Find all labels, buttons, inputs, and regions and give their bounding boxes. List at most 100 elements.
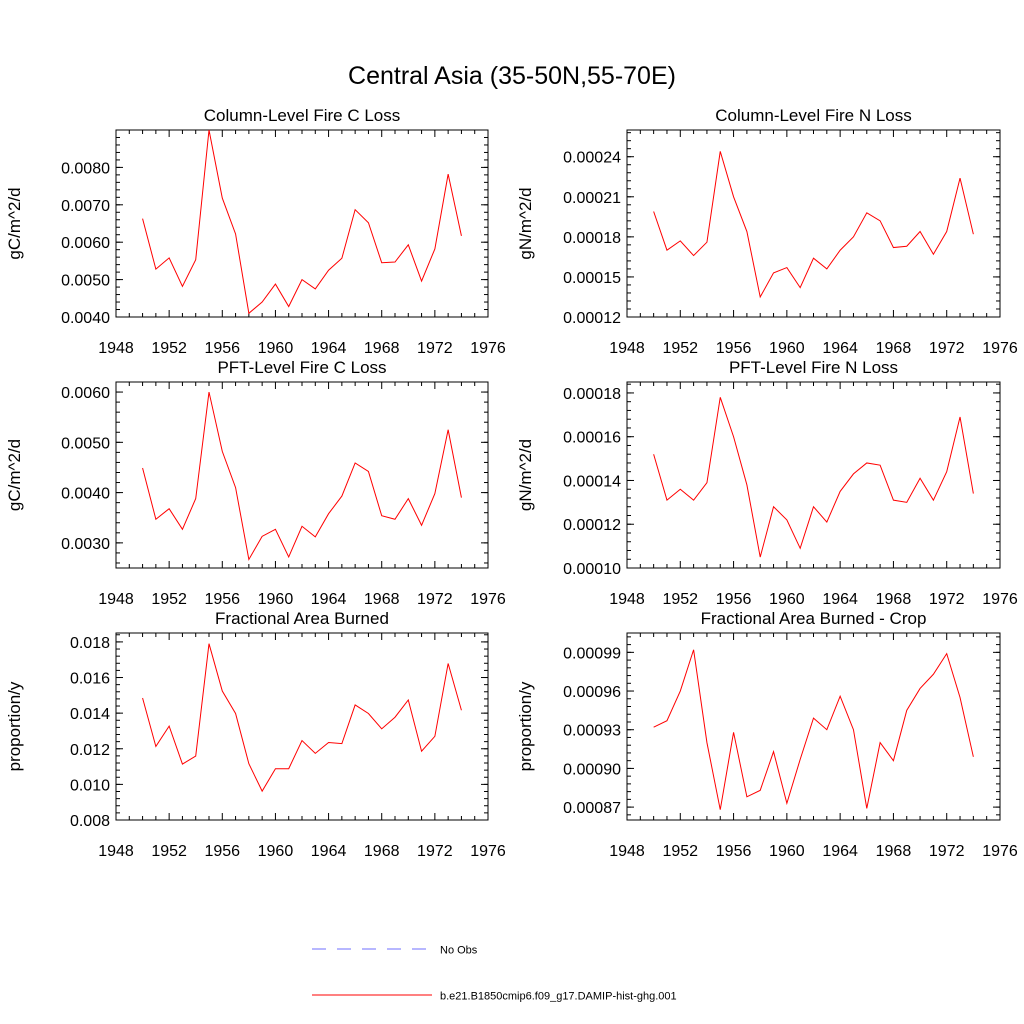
x-tick-label: 1976 (982, 340, 1018, 357)
chart-panel-6: Fractional Area Burned - Crop proportion/… (516, 609, 1018, 860)
series-line (142, 643, 462, 793)
x-tick-label: 1952 (662, 591, 698, 608)
y-tick-label: 0.0050 (61, 435, 110, 452)
series-line (653, 397, 974, 558)
x-tick-label: 1960 (258, 591, 294, 608)
panel-title: Column-Level Fire C Loss (204, 106, 401, 125)
series-line (653, 649, 974, 810)
y-tick-label: 0.00099 (563, 645, 621, 662)
x-tick-label: 1956 (204, 591, 240, 608)
x-tick-label: 1948 (609, 843, 645, 860)
y-tick-label: 0.00010 (563, 561, 621, 578)
x-tick-label: 1956 (204, 843, 240, 860)
x-tick-label: 1972 (417, 340, 453, 357)
x-tick-label: 1948 (98, 591, 134, 608)
y-tick-label: 0.0040 (61, 486, 110, 503)
x-tick-label: 1968 (876, 591, 912, 608)
panel-title: PFT-Level Fire C Loss (217, 358, 386, 377)
panel-title: Fractional Area Burned - Crop (701, 609, 927, 628)
y-tick-label: 0.010 (70, 777, 110, 794)
y-tick-label: 0.014 (70, 706, 110, 723)
y-tick-label: 0.00096 (563, 684, 621, 701)
y-tick-label: 0.0060 (61, 235, 110, 252)
chart-panel-2: Column-Level Fire N Loss gN/m^2/d 1948 1952… (516, 106, 1018, 357)
y-axis-label: gN/m^2/d (516, 187, 535, 259)
y-tick-label: 0.0040 (61, 310, 110, 327)
x-tick-label: 1964 (311, 591, 347, 608)
panel-title: Fractional Area Burned (215, 609, 389, 628)
y-tick-label: 0.018 (70, 635, 110, 652)
x-tick-label: 1952 (151, 843, 187, 860)
y-tick-label: 0.008 (70, 813, 110, 830)
x-tick-label: 1972 (417, 591, 453, 608)
y-tick-label: 0.0030 (61, 536, 110, 553)
figure-title: Central Asia (35-50N,55-70E) (348, 62, 676, 90)
x-tick-label: 1964 (311, 340, 347, 357)
x-tick-label: 1960 (258, 340, 294, 357)
x-tick-label: 1952 (662, 843, 698, 860)
x-tick-label: 1948 (98, 843, 134, 860)
y-tick-label: 0.0080 (61, 160, 110, 177)
x-tick-label: 1972 (929, 591, 965, 608)
x-tick-label: 1956 (716, 591, 752, 608)
legend-model-label: b.e21.B1850cmip6.f09_g17.DAMIP-hist-ghg.… (440, 991, 677, 1003)
y-tick-label: 0.00024 (563, 150, 621, 167)
x-tick-label: 1956 (716, 843, 752, 860)
x-tick-label: 1948 (609, 591, 645, 608)
x-tick-label: 1956 (204, 340, 240, 357)
x-tick-label: 1976 (982, 843, 1018, 860)
chart-panel-4: PFT-Level Fire N Loss gN/m^2/d 1948 1952 195… (516, 358, 1018, 608)
series-line (142, 391, 462, 561)
x-tick-label: 1964 (822, 591, 858, 608)
legend-obs-label: No Obs (440, 945, 478, 957)
x-tick-label: 1976 (470, 591, 506, 608)
y-tick-label: 0.00015 (563, 270, 621, 287)
y-tick-label: 0.00012 (563, 310, 621, 327)
x-tick-label: 1972 (929, 843, 965, 860)
x-tick-label: 1964 (311, 843, 347, 860)
x-tick-label: 1968 (364, 843, 400, 860)
panel-title: PFT-Level Fire N Loss (729, 358, 898, 377)
x-tick-label: 1960 (769, 843, 805, 860)
y-tick-label: 0.0070 (61, 198, 110, 215)
x-tick-label: 1960 (769, 591, 805, 608)
x-tick-label: 1968 (876, 843, 912, 860)
x-tick-label: 1976 (470, 340, 506, 357)
x-tick-label: 1948 (609, 340, 645, 357)
y-tick-label: 0.00014 (563, 473, 621, 490)
chart-panel-5: Fractional Area Burned proportion/y 1948 19… (5, 609, 506, 860)
y-tick-label: 0.00012 (563, 517, 621, 534)
y-tick-label: 0.00087 (563, 800, 621, 817)
x-tick-label: 1952 (151, 591, 187, 608)
y-axis-label: gN/m^2/d (516, 439, 535, 511)
y-tick-label: 0.00018 (563, 386, 621, 403)
y-tick-label: 0.00093 (563, 723, 621, 740)
y-tick-label: 0.0060 (61, 385, 110, 402)
x-tick-label: 1952 (151, 340, 187, 357)
y-tick-label: 0.0050 (61, 273, 110, 290)
y-tick-label: 0.00016 (563, 430, 621, 447)
chart-panel-1: Column-Level Fire C Loss gC/m^2/d 1948 1952… (5, 106, 506, 357)
x-tick-label: 1968 (876, 340, 912, 357)
y-tick-label: 0.016 (70, 671, 110, 688)
chart-panels: Column-Level Fire C Loss gC/m^2/d 1948 1952… (5, 106, 1018, 860)
x-tick-label: 1968 (364, 591, 400, 608)
x-tick-label: 1964 (822, 843, 858, 860)
y-tick-label: 0.00018 (563, 230, 621, 247)
y-axis-label: proportion/y (516, 681, 535, 771)
y-axis-label: proportion/y (5, 681, 24, 771)
x-tick-label: 1976 (982, 591, 1018, 608)
x-tick-label: 1956 (716, 340, 752, 357)
x-tick-label: 1964 (822, 340, 858, 357)
x-tick-label: 1948 (98, 340, 134, 357)
x-tick-label: 1976 (470, 843, 506, 860)
legend: No Obs b.e21.B1850cmip6.f09_g17.DAMIP-hi… (312, 945, 677, 1003)
chart-panel-3: PFT-Level Fire C Loss gC/m^2/d 1948 1952 195… (5, 358, 506, 608)
series-line (653, 151, 974, 299)
x-tick-label: 1972 (417, 843, 453, 860)
x-tick-label: 1968 (364, 340, 400, 357)
x-tick-label: 1960 (258, 843, 294, 860)
x-tick-label: 1972 (929, 340, 965, 357)
